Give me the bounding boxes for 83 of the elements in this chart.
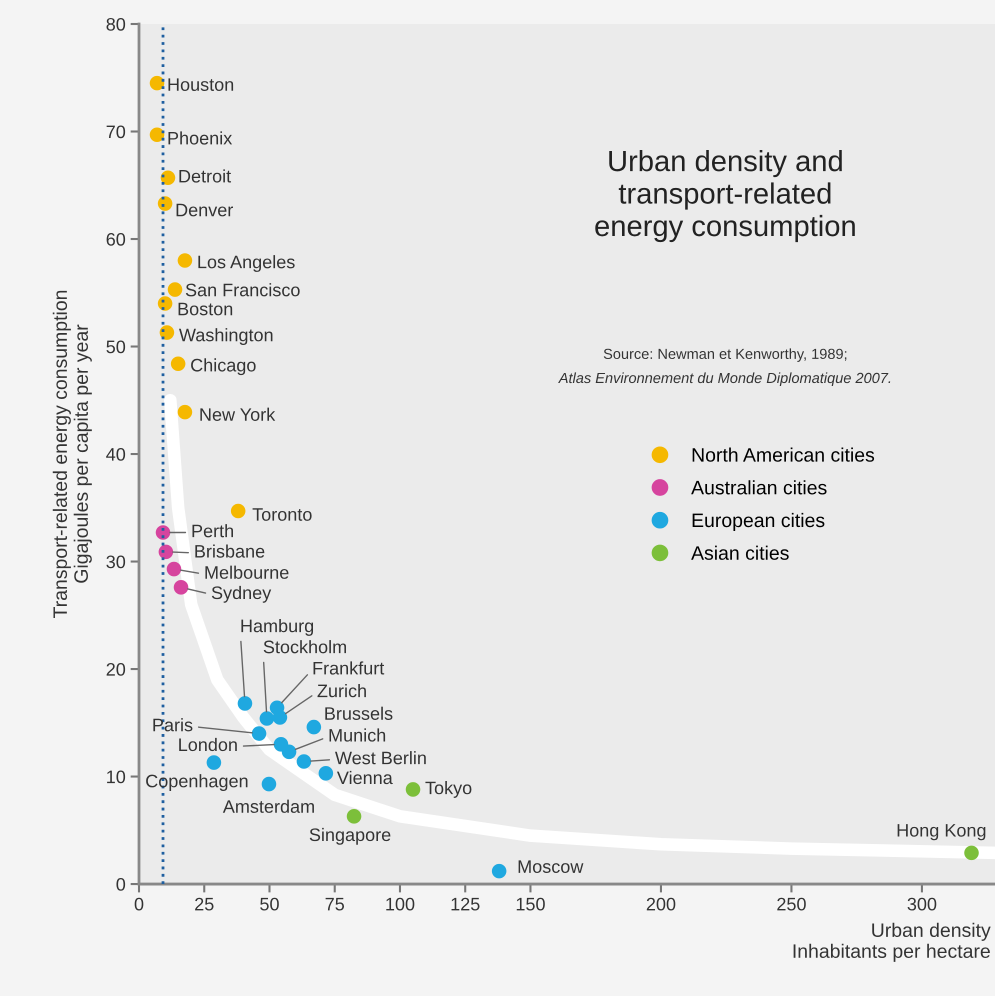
annotation: Copenhagen	[146, 774, 248, 791]
point	[166, 562, 182, 576]
point	[260, 711, 274, 726]
y-tick-label: 20	[106, 662, 126, 676]
annotation: Paris	[153, 718, 192, 732]
point	[160, 170, 176, 186]
y-tick-label: 80	[106, 18, 126, 31]
annotation: Denver	[176, 204, 234, 216]
point	[230, 504, 246, 518]
y-tick-label: 30	[106, 555, 126, 568]
point	[262, 776, 276, 792]
text: Urban density and transport-related energy consumption	[595, 150, 855, 242]
annotation: Zurich	[318, 684, 366, 698]
x-tick-label: 250	[777, 898, 806, 911]
point	[178, 253, 192, 268]
annotation: Hamburg	[241, 619, 314, 636]
annotation: Brussels	[325, 706, 392, 720]
annotation: Chicago	[191, 358, 256, 376]
y-tick-label: 10	[107, 770, 126, 784]
point	[238, 696, 252, 711]
annotation: Source: Newman et Kenworthy, 1989;	[604, 348, 846, 362]
annotation: Munich	[330, 728, 386, 742]
x-tick-label: 200	[646, 898, 676, 911]
point	[178, 404, 192, 420]
point	[252, 726, 266, 741]
x-tick-label: 125	[452, 898, 480, 911]
annotation: Vienna	[336, 770, 393, 784]
annotation: Phoenix	[168, 131, 232, 145]
legend-label: Asian cities	[691, 546, 789, 560]
point	[272, 710, 288, 725]
y-tick-label: 60	[106, 232, 126, 246]
point	[168, 282, 182, 297]
annotation: West Berlin	[335, 751, 426, 764]
annotation: Hong Kong	[898, 824, 986, 840]
x-tick-label: 300	[908, 898, 936, 911]
annotation: Sydney	[212, 586, 272, 603]
point	[964, 846, 979, 860]
point	[296, 754, 312, 769]
annotation: Amsterdam	[222, 800, 314, 813]
annotation: Brisbane	[195, 544, 264, 558]
y-tick-label: 40	[106, 448, 126, 461]
x-tick-label: 0	[134, 898, 144, 911]
y-tick-label: 0	[116, 878, 126, 891]
annotation: Washington	[179, 328, 272, 345]
legend-label: European cities	[692, 512, 824, 532]
annotation: Moscow	[518, 860, 584, 873]
x-axis-title: Urban density Inhabitants per hectare	[794, 922, 991, 962]
annotation: Frankfurt	[314, 661, 384, 675]
annotation: Boston	[178, 302, 232, 316]
y-tick-label: 50	[106, 340, 126, 354]
point	[150, 127, 164, 142]
annotation: New York	[200, 408, 276, 421]
point	[206, 755, 222, 770]
point	[174, 580, 188, 595]
legend-label: Australian cities	[691, 480, 827, 494]
legend-label: North American cities	[692, 448, 874, 462]
point	[282, 744, 296, 760]
x-tick-label: 50	[260, 898, 279, 911]
annotation: Singapore	[310, 828, 390, 845]
annotation: Stockholm	[264, 640, 346, 654]
point	[306, 720, 322, 734]
point	[318, 766, 334, 781]
x-tick-label: 25	[195, 898, 214, 911]
annotation: Detroit	[179, 169, 232, 183]
y-axis-title: Transport-related energy consumption Gigajoules per capita per year	[52, 290, 92, 618]
annotation: San Francisco	[186, 283, 300, 296]
annotation: Atlas Environnement du Monde Diplomatique 2007.	[558, 372, 890, 386]
annotation: Toronto	[252, 508, 312, 521]
annotation: Houston	[168, 78, 234, 91]
point	[150, 76, 164, 90]
x-tick-label: 75	[326, 898, 344, 911]
annotation: Melbourne	[205, 566, 288, 579]
y-tick-label: 70	[106, 125, 126, 138]
point	[170, 356, 186, 372]
annotation: Los Angeles	[198, 255, 295, 272]
x-tick-label: 100	[386, 898, 414, 911]
annotation: Perth	[192, 524, 233, 538]
point	[406, 782, 420, 797]
point	[492, 864, 506, 878]
point	[346, 809, 362, 824]
annotation: London	[179, 738, 237, 752]
x-tick-label: 150	[516, 898, 545, 911]
annotation: Tokyo	[425, 781, 472, 798]
